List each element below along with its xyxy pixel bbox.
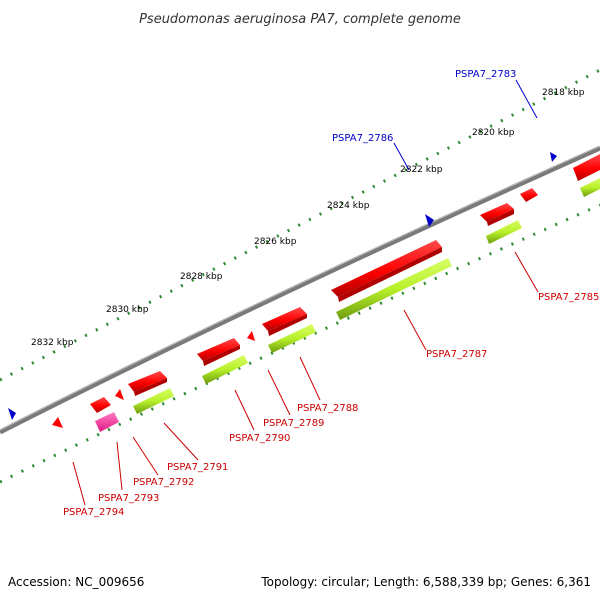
- trna-marker-2783[interactable]: [550, 152, 557, 162]
- gene-label-2789[interactable]: PSPA7_2789: [263, 418, 324, 429]
- cds-arrow-2791[interactable]: [128, 371, 167, 396]
- map-title: Pseudomonas aeruginosa PA7, complete gen…: [139, 12, 461, 27]
- leader-2788: [299, 356, 321, 401]
- gene-bar-2789[interactable]: [268, 324, 316, 353]
- topology-summary: Topology: circular; Length: 6,588,339 bp…: [260, 575, 591, 589]
- gene-label-2786[interactable]: PSPA7_2786: [332, 133, 393, 144]
- scale-label-2826: 2826 kbp: [254, 237, 297, 247]
- genome-backbone-highlight: [0, 145, 600, 431]
- cds-arrow-2790[interactable]: [197, 338, 240, 366]
- inner-track: [0, 203, 600, 484]
- leader-2789: [267, 369, 291, 416]
- scale-label-2820: 2820 kbp: [472, 128, 515, 138]
- scale-label-2822: 2822 kbp: [400, 165, 443, 175]
- gene-label-2785[interactable]: PSPA7_2785: [538, 292, 599, 303]
- cds-arrow-2785-small[interactable]: [520, 188, 538, 202]
- leader-2791: [163, 422, 199, 461]
- cds-arrow-2793[interactable]: [90, 397, 111, 413]
- gene-bar-2785[interactable]: [486, 220, 522, 244]
- gene-label-2791[interactable]: PSPA7_2791: [167, 462, 228, 473]
- cds-arrow-2794-small[interactable]: [52, 417, 63, 428]
- trna-marker-2786[interactable]: [425, 214, 434, 227]
- scale-label-2828: 2828 kbp: [180, 272, 223, 282]
- leader-2792: [132, 436, 159, 476]
- gene-label-2783[interactable]: PSPA7_2783: [455, 69, 516, 80]
- gene-label-2792[interactable]: PSPA7_2792: [133, 477, 194, 488]
- cds-arrow-2783-right[interactable]: [573, 154, 600, 181]
- scale-label-2832: 2832 kbp: [31, 338, 74, 348]
- gene-label-2787[interactable]: PSPA7_2787: [426, 349, 487, 360]
- gene-bar-2791[interactable]: [133, 388, 174, 414]
- gene-label-2793[interactable]: PSPA7_2793: [98, 493, 159, 504]
- leader-2793: [116, 441, 123, 491]
- scale-label-2824: 2824 kbp: [327, 201, 370, 211]
- cds-arrow-2787[interactable]: [331, 240, 442, 302]
- leader-2794: [72, 461, 86, 506]
- accession-text: Accession: NC_009656: [8, 575, 144, 589]
- cds-arrow-2788-small[interactable]: [247, 331, 255, 341]
- gene-label-2794[interactable]: PSPA7_2794: [63, 507, 124, 518]
- gene-bar-2787[interactable]: [336, 258, 452, 320]
- leader-2785: [514, 251, 539, 293]
- gene-label-2790[interactable]: PSPA7_2790: [229, 433, 290, 444]
- cds-arrow-2785[interactable]: [480, 203, 514, 226]
- leader-2790: [234, 389, 255, 431]
- scale-label-2818: 2818 kbp: [542, 88, 585, 98]
- leader-2786: [393, 142, 410, 171]
- cds-arrow-2789[interactable]: [262, 307, 307, 336]
- genome-backbone: [0, 145, 600, 435]
- rna-bar-2793[interactable]: [95, 412, 119, 432]
- scale-label-2830: 2830 kbp: [106, 305, 149, 315]
- gene-bar-2790[interactable]: [202, 355, 248, 384]
- leader-2787: [403, 309, 427, 351]
- gene-label-2788[interactable]: PSPA7_2788: [297, 403, 358, 414]
- cds-arrow-2792-small[interactable]: [115, 389, 124, 400]
- leader-2783: [515, 79, 538, 119]
- gene-bar-2783-right[interactable]: [580, 178, 600, 197]
- trna-marker-left[interactable]: [8, 408, 16, 420]
